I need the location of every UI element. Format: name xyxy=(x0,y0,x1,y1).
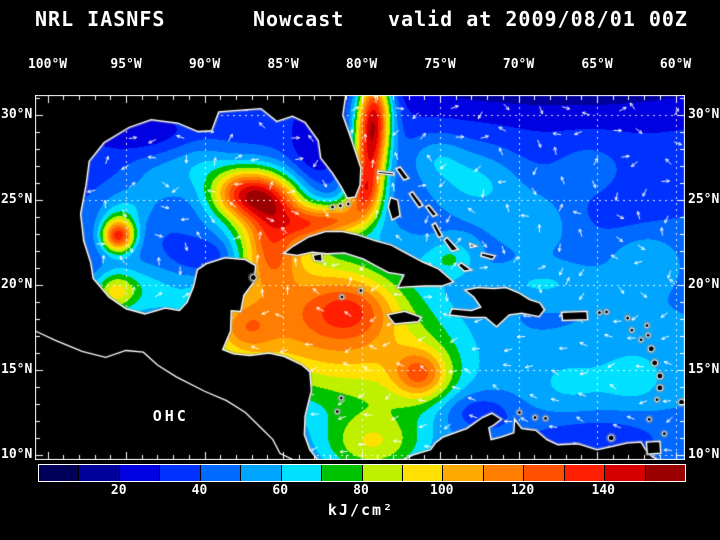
map-area: OHC xyxy=(35,95,685,460)
colorbar-cell xyxy=(443,465,483,481)
colorbar xyxy=(38,464,686,482)
colorbar-tick-label: 40 xyxy=(191,483,208,498)
colorbar-tick-label: 80 xyxy=(353,483,369,498)
lat-label-left: 15°N xyxy=(1,362,33,378)
lat-label-left: 30°N xyxy=(1,107,33,123)
lat-label-right: 20°N xyxy=(688,277,720,293)
colorbar-cell xyxy=(605,465,645,481)
colorbar-cell xyxy=(322,465,362,481)
colorbar-cell xyxy=(402,465,443,481)
lat-label-left: 20°N xyxy=(1,277,33,293)
lon-label: 100°W xyxy=(27,57,68,72)
colorbar-tick-label: 140 xyxy=(591,483,615,498)
colorbar-units: kJ/cm² xyxy=(327,501,395,519)
lon-label: 60°W xyxy=(659,57,692,72)
lat-label-right: 30°N xyxy=(688,107,720,123)
lat-label-left: 25°N xyxy=(1,192,33,208)
colorbar-cell xyxy=(362,465,402,481)
colorbar-tick-label: 100 xyxy=(430,483,454,498)
colorbar-cell xyxy=(281,465,322,481)
lat-label-left: 10°N xyxy=(1,446,33,462)
lon-label: 65°W xyxy=(581,57,613,72)
colorbar-cell xyxy=(241,465,281,481)
colorbar-cell xyxy=(160,465,200,481)
lat-label-right: 10°N xyxy=(688,446,720,462)
lon-label: 70°W xyxy=(502,57,535,72)
colorbar-cell xyxy=(79,465,119,481)
lon-label: 85°W xyxy=(267,57,299,72)
colorbar-cell xyxy=(200,465,241,481)
colorbar-tick-label: 20 xyxy=(110,483,127,498)
ohc-heatmap-canvas xyxy=(35,95,685,460)
colorbar-cell xyxy=(524,465,564,481)
colorbar-cell xyxy=(119,465,160,481)
map-label-ohc: OHC xyxy=(152,406,189,425)
lon-label: 80°W xyxy=(345,57,378,72)
lon-label: 95°W xyxy=(110,57,142,72)
colorbar-cell xyxy=(483,465,524,481)
colorbar-tick-label: 120 xyxy=(510,483,535,498)
colorbar-cell xyxy=(564,465,605,481)
lon-label: 90°W xyxy=(188,57,221,72)
colorbar-cell xyxy=(645,465,685,481)
lon-label: 75°W xyxy=(424,57,456,72)
title-product: Nowcast xyxy=(253,7,345,31)
lat-label-right: 15°N xyxy=(688,362,720,378)
title-model: NRL IASNFS xyxy=(35,7,166,31)
colorbar-tick-label: 60 xyxy=(272,483,289,498)
lat-label-right: 25°N xyxy=(688,192,720,208)
title-valid-time: valid at 2009/08/01 00Z xyxy=(388,7,688,31)
colorbar-cell xyxy=(39,465,79,481)
